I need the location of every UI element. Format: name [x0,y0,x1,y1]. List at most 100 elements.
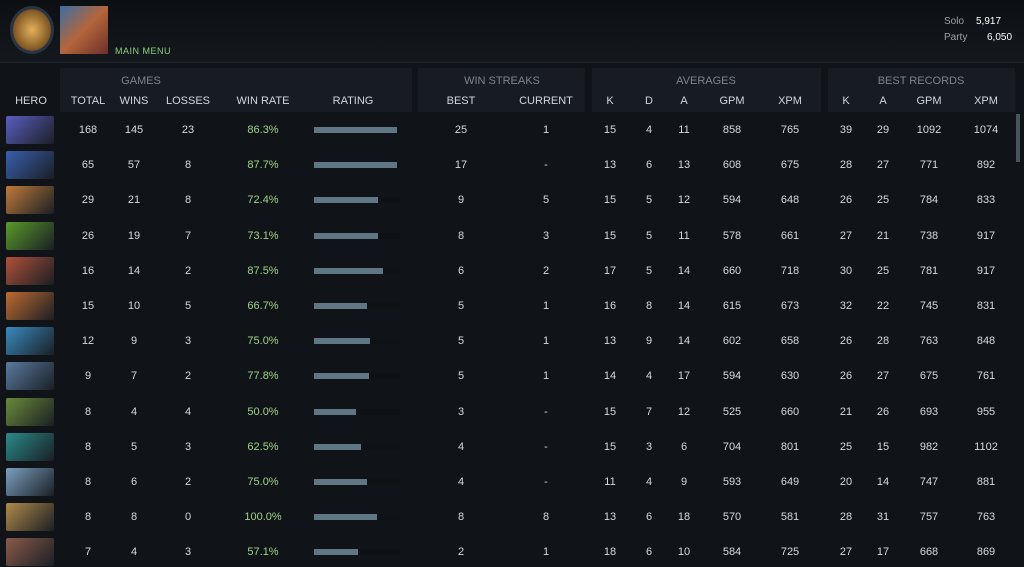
cell: 14 [677,264,691,277]
column-header[interactable]: GPM [719,95,745,107]
cell: 39 [839,124,853,136]
cell: 4 [645,476,653,488]
cell: 9 [130,335,138,348]
cell: 6 [680,440,688,453]
cell: 31 [876,511,890,524]
cell: 168 [78,124,98,136]
group-header: AVERAGES [676,75,736,87]
hero-icon[interactable] [6,432,54,461]
hero-icon[interactable] [6,538,54,567]
cell: 1 [542,370,550,383]
cell: 15 [876,440,890,453]
cell: 5 [130,440,138,453]
party-value: 6,050 [987,32,1013,43]
cell: 648 [780,194,800,207]
scrollbar[interactable] [1016,114,1020,162]
column-header[interactable]: WINS [119,95,149,107]
cell: 917 [976,229,996,242]
cell: 26 [876,405,890,418]
column-header[interactable]: LOSSES [165,95,211,107]
main-menu-link[interactable]: MAIN MENU [115,46,171,56]
hero-icon[interactable] [6,362,54,391]
averages-panel [592,68,821,112]
cell: 20 [839,476,853,488]
cell: 8 [457,229,465,242]
hero-icon[interactable] [6,503,54,532]
cell: 145 [124,124,144,136]
cell: 14 [677,300,691,312]
column-header[interactable]: K [606,95,614,107]
hero-icon[interactable] [6,221,54,250]
cell: 6 [645,159,653,172]
cell: 17 [603,264,617,277]
cell: 26 [839,370,853,383]
group-header: BEST RECORDS [877,75,965,87]
cell: 14 [127,264,141,277]
cell: 7 [84,546,92,559]
top-bar: MAIN MENU Solo 5,917 Party 6,050 [0,0,1024,63]
hero-icon[interactable] [6,151,54,180]
column-header[interactable]: D [645,95,653,107]
hero-icon[interactable] [6,186,54,215]
hero-icon[interactable] [6,292,54,320]
cell: 725 [780,546,800,559]
cell: 581 [780,511,800,524]
cell: 881 [976,476,996,488]
cell: 6 [645,546,653,559]
cell: 21 [876,229,890,242]
cell: 1 [542,124,550,136]
hero-icon[interactable] [6,397,54,426]
cell: 15 [603,194,617,207]
cell: 25 [454,124,468,136]
column-header[interactable]: A [879,95,887,107]
cell: 75.0% [247,335,279,348]
hero-icon[interactable] [6,327,54,356]
cell: 801 [780,440,800,453]
cell: 9 [84,370,92,383]
rating-bar [314,197,378,204]
cell: 4 [184,405,192,418]
column-header[interactable]: CURRENT [519,95,573,107]
party-label: Party [944,32,968,43]
cell: 9 [680,476,688,488]
hero-icon[interactable] [6,256,54,285]
cell: 8 [645,300,653,312]
cell: 917 [976,264,996,277]
column-header[interactable]: BEST [446,95,476,107]
cell: 660 [722,264,742,277]
column-header[interactable]: K [842,95,850,107]
cell: 765 [780,124,800,136]
rating-track [314,514,400,521]
column-header[interactable]: RATING [332,95,374,107]
cell: 745 [919,300,939,312]
cell: 763 [919,335,939,348]
cell: 630 [780,370,800,383]
column-header[interactable]: XPM [778,95,802,107]
cell: 6 [645,511,653,524]
rating-bar [314,338,370,345]
rating-bar [314,127,398,133]
cell: 3 [184,546,192,559]
cell: 673 [780,300,800,312]
column-header[interactable]: TOTAL [70,95,106,107]
rating-track [314,408,400,415]
rating-track [314,232,400,239]
cell: 27 [876,159,890,172]
cell: 5 [457,335,465,348]
hero-icon[interactable] [6,468,54,496]
cell: 584 [722,546,742,559]
column-header[interactable]: HERO [15,95,47,107]
cell: 4 [130,405,138,418]
solo-label: Solo [944,16,965,27]
cell: 1074 [973,124,999,136]
column-header[interactable]: WIN RATE [236,95,290,107]
cell: 6 [130,476,138,488]
cell: 15 [603,229,617,242]
hero-icon[interactable] [6,116,54,144]
column-header[interactable]: A [680,95,688,107]
column-header[interactable]: XPM [974,95,998,107]
column-header[interactable]: GPM [916,95,942,107]
cell: 660 [780,405,800,418]
streaks-panel [418,68,585,112]
cell: 1 [542,335,550,348]
